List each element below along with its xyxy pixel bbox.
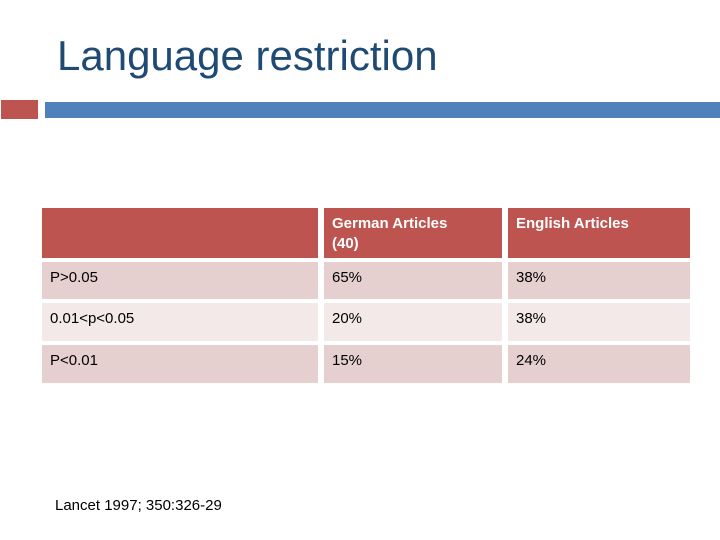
slide-title: Language restriction [57, 32, 438, 79]
table-german-value-cell: 15% [324, 345, 502, 383]
citation-text: Lancet 1997; 350:326-29 [55, 497, 222, 514]
table-german-value-cell: 20% [324, 303, 502, 341]
accent-blue-bar [45, 102, 720, 118]
table-row-label-cell: P<0.01 [42, 345, 318, 383]
results-table: German Articles (40) English Articles P>… [42, 208, 690, 383]
table-english-value-cell: 24% [508, 345, 690, 383]
table-german-value-cell: 65% [324, 262, 502, 299]
table-header-german-label: German Articles [332, 215, 448, 232]
table-row-label-cell: 0.01<p<0.05 [42, 303, 318, 341]
table-english-value-cell: 38% [508, 303, 690, 341]
table-header-german-cell: German Articles (40) [324, 208, 502, 258]
table-header-german-count: (40) [332, 235, 359, 252]
accent-red-block [1, 100, 38, 119]
table-row-label-cell: P>0.05 [42, 262, 318, 299]
table-english-value-cell: 38% [508, 262, 690, 299]
table-header-empty-cell [42, 208, 318, 258]
table-header-english-cell: English Articles [508, 208, 690, 258]
